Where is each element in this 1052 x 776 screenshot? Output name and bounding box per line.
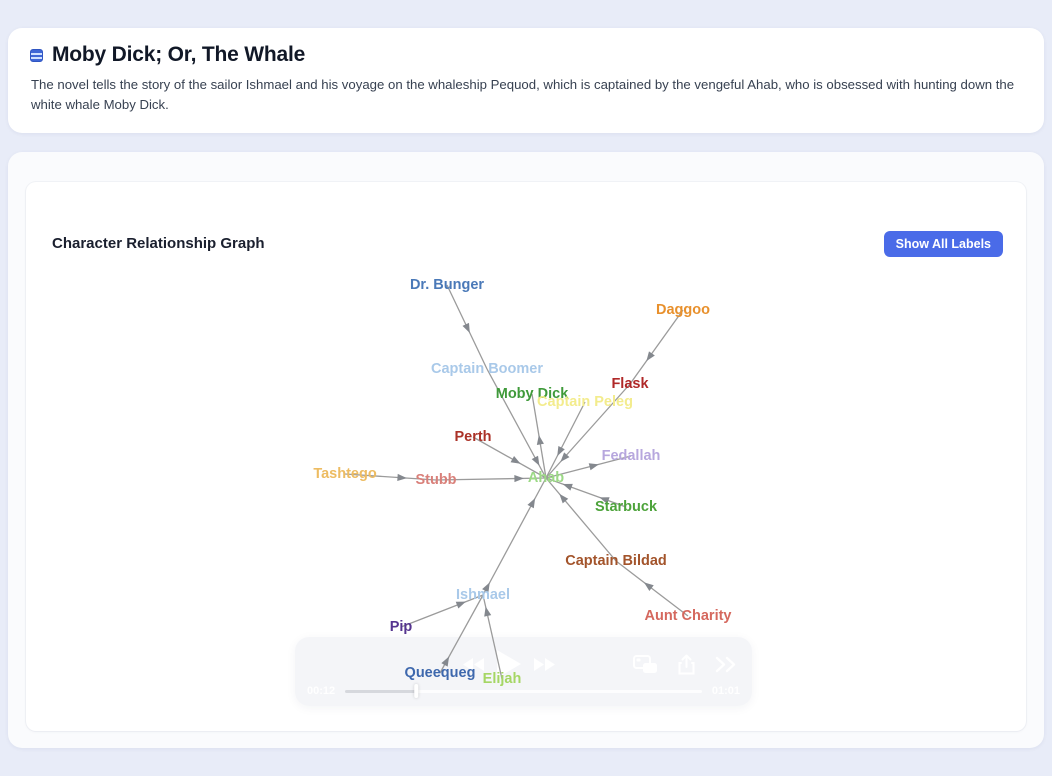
graph-node-flask[interactable]: Flask — [611, 376, 649, 392]
share-icon[interactable] — [677, 654, 696, 675]
graph-panel-title: Character Relationship Graph — [52, 235, 265, 252]
picture-in-picture-icon[interactable] — [633, 654, 658, 674]
book-title-row: Moby Dick; Or, The Whale — [8, 28, 1044, 67]
player-secondary-controls — [633, 649, 738, 679]
graph-node-perth[interactable]: Perth — [454, 429, 492, 445]
graph-node-ishmael[interactable]: Ishmael — [456, 587, 510, 603]
book-description: The novel tells the story of the sailor … — [31, 77, 1015, 112]
graph-node-stubb[interactable]: Stubb — [415, 472, 457, 488]
total-time: 01:01 — [711, 685, 740, 697]
video-player-overlay: 00:12 01:01 — [295, 637, 752, 706]
graph-node-elijah[interactable]: Elijah — [482, 671, 522, 687]
progress-bar[interactable] — [345, 684, 702, 698]
play-icon[interactable] — [497, 650, 521, 678]
fast-forward-icon[interactable] — [534, 657, 555, 671]
graph-node-fedallah[interactable]: Fedallah — [601, 448, 661, 464]
progress-played — [345, 689, 417, 693]
graph-node-captain-peleg[interactable]: Captain Peleg — [537, 394, 633, 410]
graph-node-ahab[interactable]: Ahab — [527, 470, 565, 486]
graph-node-starbuck[interactable]: Starbuck — [594, 499, 658, 515]
graph-node-captain-boomer[interactable]: Captain Boomer — [431, 361, 543, 377]
graph-node-tashtego[interactable]: Tashtego — [313, 466, 377, 482]
graph-node-captain-bildad[interactable]: Captain Bildad — [565, 553, 667, 569]
page-title: Moby Dick; Or, The Whale — [52, 43, 306, 66]
graph-node-pip[interactable]: Pip — [389, 619, 413, 635]
next-icon[interactable] — [715, 656, 738, 673]
graph-node-aunt-charity[interactable]: Aunt Charity — [644, 608, 732, 624]
book-summary-card: Moby Dick; Or, The Whale The novel tells… — [8, 28, 1044, 133]
current-time: 00:12 — [307, 685, 336, 697]
graph-node-queequeg[interactable]: Queequeg — [404, 665, 476, 681]
graph-node-dr-bunger[interactable]: Dr. Bunger — [409, 277, 485, 293]
graph-node-moby-dick[interactable]: Moby Dick — [495, 386, 569, 402]
book-icon — [30, 48, 43, 62]
graph-node-daggoo[interactable]: Daggoo — [656, 302, 710, 318]
progress-thumb[interactable] — [414, 684, 419, 698]
show-all-labels-button[interactable]: Show All Labels — [883, 231, 1003, 257]
player-timeline: 00:12 01:01 — [307, 684, 740, 698]
